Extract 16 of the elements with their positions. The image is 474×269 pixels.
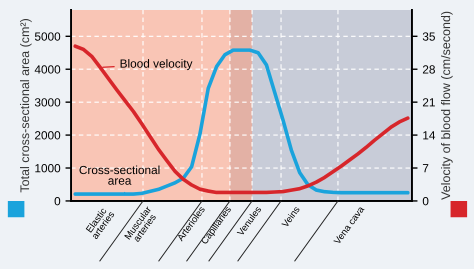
y-tick-label: 1000: [35, 164, 60, 172]
legend-label: Blood velocity: [120, 59, 192, 70]
y2-tick-label: 14: [423, 131, 436, 140]
y-tick-label: 3000: [34, 98, 60, 107]
series-label: Cross-sectional area: [80, 166, 160, 185]
y2-tick-label: 7: [422, 164, 428, 172]
y-tick-label: 2000: [35, 131, 60, 140]
y-axis-title: Total cross-sectional area (cm²): [20, 19, 32, 192]
y-tick-label: 5000: [34, 32, 60, 41]
y2-axis-title: Velocity of blood flow (cm/second): [441, 12, 453, 200]
y-tick-label: 4000: [34, 65, 60, 74]
y2-tick-label: 28: [422, 65, 435, 74]
y-tick-label: 0: [54, 196, 60, 206]
y2-tick-label: 21: [422, 98, 435, 106]
y2-tick-label: 0: [422, 196, 428, 206]
y2-tick-label: 35: [422, 32, 435, 41]
